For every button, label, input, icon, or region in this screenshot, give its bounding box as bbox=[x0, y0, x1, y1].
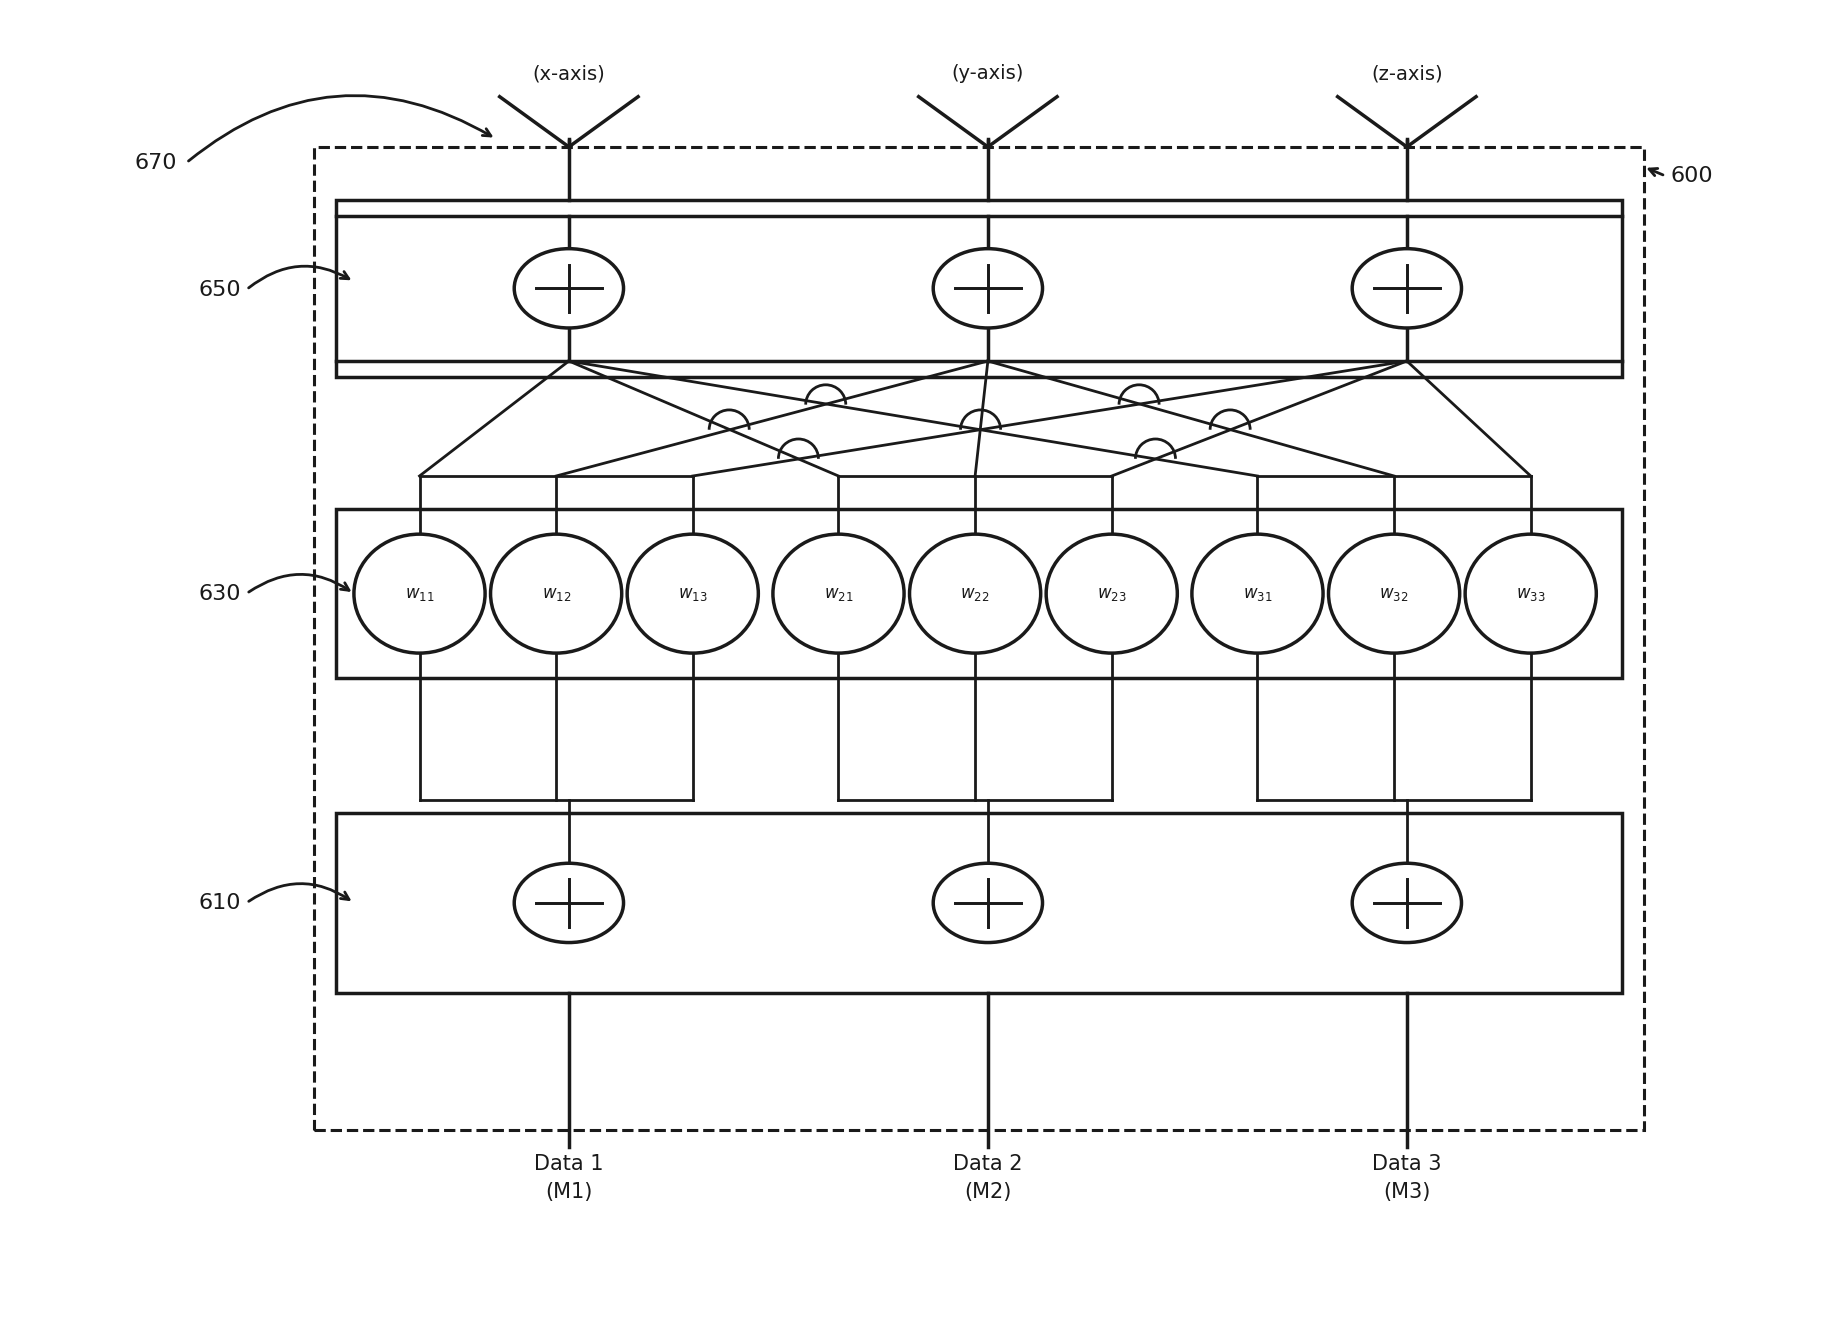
Text: $w_{21}$: $w_{21}$ bbox=[824, 585, 853, 602]
Text: 600: 600 bbox=[1671, 166, 1713, 186]
Ellipse shape bbox=[353, 535, 485, 653]
Text: 650: 650 bbox=[198, 279, 242, 299]
Bar bbox=[335, 509, 1621, 678]
Text: 610: 610 bbox=[198, 892, 242, 912]
Ellipse shape bbox=[490, 535, 622, 653]
Text: Data 2
(M2): Data 2 (M2) bbox=[953, 1154, 1023, 1202]
Bar bbox=[335, 813, 1621, 992]
Text: $w_{23}$: $w_{23}$ bbox=[1096, 585, 1127, 602]
Circle shape bbox=[514, 863, 624, 943]
Text: $w_{31}$: $w_{31}$ bbox=[1243, 585, 1272, 602]
Circle shape bbox=[514, 249, 624, 329]
Ellipse shape bbox=[1466, 535, 1596, 653]
Ellipse shape bbox=[1191, 535, 1323, 653]
Text: (z-axis): (z-axis) bbox=[1371, 64, 1442, 84]
Circle shape bbox=[1352, 863, 1462, 943]
Ellipse shape bbox=[910, 535, 1041, 653]
Text: (y-axis): (y-axis) bbox=[952, 64, 1025, 84]
Text: 670: 670 bbox=[135, 153, 178, 173]
Text: $w_{33}$: $w_{33}$ bbox=[1515, 585, 1546, 602]
Text: $w_{13}$: $w_{13}$ bbox=[677, 585, 708, 602]
Ellipse shape bbox=[772, 535, 904, 653]
Text: $w_{32}$: $w_{32}$ bbox=[1380, 585, 1409, 602]
Text: $w_{12}$: $w_{12}$ bbox=[542, 585, 571, 602]
Bar bbox=[335, 200, 1621, 376]
Circle shape bbox=[1352, 249, 1462, 329]
Circle shape bbox=[933, 863, 1043, 943]
Text: (x-axis): (x-axis) bbox=[533, 64, 606, 84]
Text: $w_{22}$: $w_{22}$ bbox=[961, 585, 990, 602]
Bar bbox=[315, 146, 1643, 1130]
Ellipse shape bbox=[1047, 535, 1177, 653]
Ellipse shape bbox=[628, 535, 758, 653]
Circle shape bbox=[933, 249, 1043, 329]
Text: 630: 630 bbox=[198, 584, 242, 604]
Text: Data 3
(M3): Data 3 (M3) bbox=[1372, 1154, 1442, 1202]
Text: $w_{11}$: $w_{11}$ bbox=[404, 585, 434, 602]
Text: Data 1
(M1): Data 1 (M1) bbox=[534, 1154, 604, 1202]
Ellipse shape bbox=[1329, 535, 1460, 653]
